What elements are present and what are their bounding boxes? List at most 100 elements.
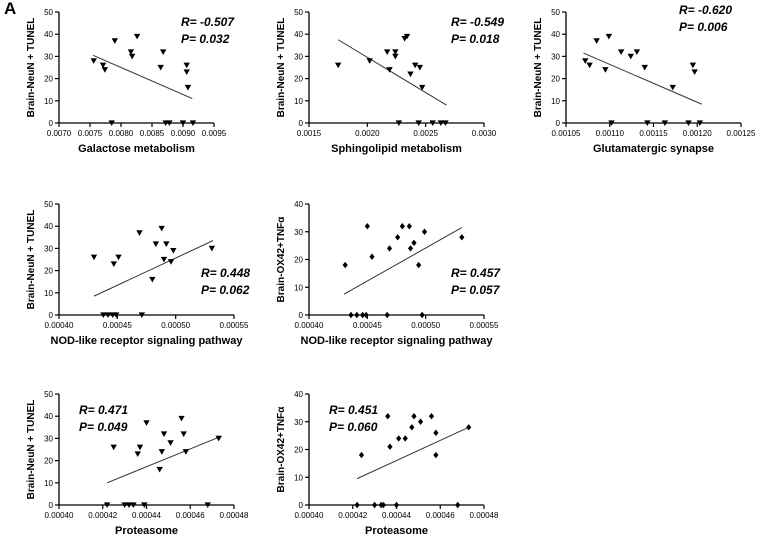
y-tick-label: 20	[44, 457, 53, 466]
data-point	[364, 223, 370, 230]
y-tick-label: 40	[294, 200, 303, 209]
y-axis-label: Brain-NeuN + TUNEL	[533, 18, 544, 118]
data-point	[163, 241, 170, 247]
data-point	[160, 256, 168, 263]
data-point	[395, 234, 401, 241]
y-tick-label: 20	[44, 75, 53, 84]
data-point	[416, 64, 424, 71]
data-point	[90, 58, 97, 64]
data-point	[399, 223, 405, 230]
y-tick-label: 50	[551, 8, 560, 17]
trend-line	[93, 240, 214, 297]
data-point	[661, 120, 669, 126]
y-tick-label: 0	[49, 501, 54, 510]
trend-line	[583, 52, 702, 105]
x-tick-label: 0.00048	[220, 511, 249, 520]
y-tick-label: 10	[551, 97, 560, 106]
data-point	[158, 449, 166, 455]
y-tick-label: 30	[44, 52, 53, 61]
data-point	[433, 451, 439, 459]
x-tick-label: 0.0080	[109, 129, 134, 138]
x-tick-label: 0.00055	[220, 321, 249, 330]
x-tick-label: 0.00042	[338, 511, 367, 520]
data-point	[415, 120, 422, 126]
x-tick-label: 0.0090	[171, 129, 196, 138]
data-point	[166, 120, 173, 126]
y-tick-label: 20	[44, 267, 53, 276]
r-value: R= 0.448	[201, 266, 250, 280]
data-point	[633, 49, 641, 55]
data-point	[342, 261, 348, 269]
x-axis-label: Galactose metabolism	[78, 143, 195, 155]
data-point	[393, 501, 400, 509]
data-point	[380, 501, 386, 509]
chart-7: 0.00040 0.00042 0.00044 0.00046 0.00048 0 10 20…	[276, 390, 499, 537]
data-point	[103, 502, 111, 508]
data-point	[582, 58, 589, 64]
data-point	[407, 71, 414, 78]
x-tick-label: 0.00044	[132, 511, 161, 520]
x-tick-label: 0.00115	[639, 129, 668, 138]
data-point	[402, 435, 408, 442]
p-value: P= 0.062	[201, 283, 250, 297]
data-point	[141, 502, 148, 508]
p-value: P= 0.032	[181, 32, 230, 46]
x-tick-label: 0.0025	[413, 129, 438, 138]
y-tick-label: 30	[294, 418, 303, 427]
chart-1: 0.0070 0.0075 0.0080 0.0085 0.0090 0.0095 0 10 2…	[26, 8, 235, 155]
data-point	[167, 440, 174, 446]
data-point	[159, 49, 167, 55]
data-point	[387, 443, 393, 450]
y-tick-label: 0	[299, 311, 304, 320]
data-point	[178, 415, 185, 422]
trend-line	[337, 39, 447, 106]
data-point	[691, 69, 698, 75]
y-tick-label: 50	[294, 8, 303, 17]
x-tick-label: 0.00048	[470, 511, 499, 520]
data-point	[99, 62, 107, 69]
data-point	[428, 413, 435, 420]
y-tick-label: 30	[294, 52, 303, 61]
y-tick-label: 0	[299, 501, 304, 510]
data-point	[167, 259, 175, 265]
data-point	[455, 501, 461, 509]
y-tick-label: 20	[294, 75, 303, 84]
y-tick-label: 30	[44, 244, 53, 253]
data-point	[685, 120, 692, 126]
data-point	[385, 413, 391, 420]
x-tick-label: 0.00046	[176, 511, 205, 520]
x-tick-label: 0.0095	[202, 129, 227, 138]
x-tick-label: 0.00105	[552, 129, 581, 138]
data-point	[179, 120, 187, 126]
data-point	[115, 254, 122, 261]
data-point	[605, 33, 613, 40]
p-value: P= 0.060	[329, 420, 378, 434]
x-axis-label: NOD-like receptor signaling pathway	[301, 335, 494, 347]
data-point	[608, 120, 615, 126]
data-point	[406, 223, 412, 230]
chart-5: 0.00040 0.00045 0.00050 0.00055 0 10 20 30 40 NOD…	[276, 200, 501, 347]
data-point	[156, 466, 163, 473]
data-point	[617, 49, 625, 55]
data-point	[437, 120, 445, 126]
data-point	[334, 62, 342, 69]
y-tick-label: 0	[299, 119, 304, 128]
x-tick-label: 0.00050	[161, 321, 190, 330]
x-axis-label: NOD-like receptor signaling pathway	[51, 335, 244, 347]
y-tick-label: 10	[44, 479, 53, 488]
data-point	[429, 120, 436, 126]
data-point	[127, 49, 135, 55]
data-point	[366, 58, 373, 64]
y-axis-label: Brain-NeuN + TUNEL	[276, 18, 287, 118]
data-point	[459, 234, 465, 241]
data-point	[419, 311, 425, 319]
data-point	[644, 120, 651, 126]
data-point	[418, 84, 426, 91]
data-point	[466, 424, 472, 431]
data-point	[369, 253, 375, 260]
data-point	[100, 312, 107, 318]
x-axis-label: Proteasome	[115, 525, 178, 537]
x-tick-label: 0.0030	[472, 129, 497, 138]
data-point	[104, 312, 112, 318]
data-point	[183, 62, 190, 69]
